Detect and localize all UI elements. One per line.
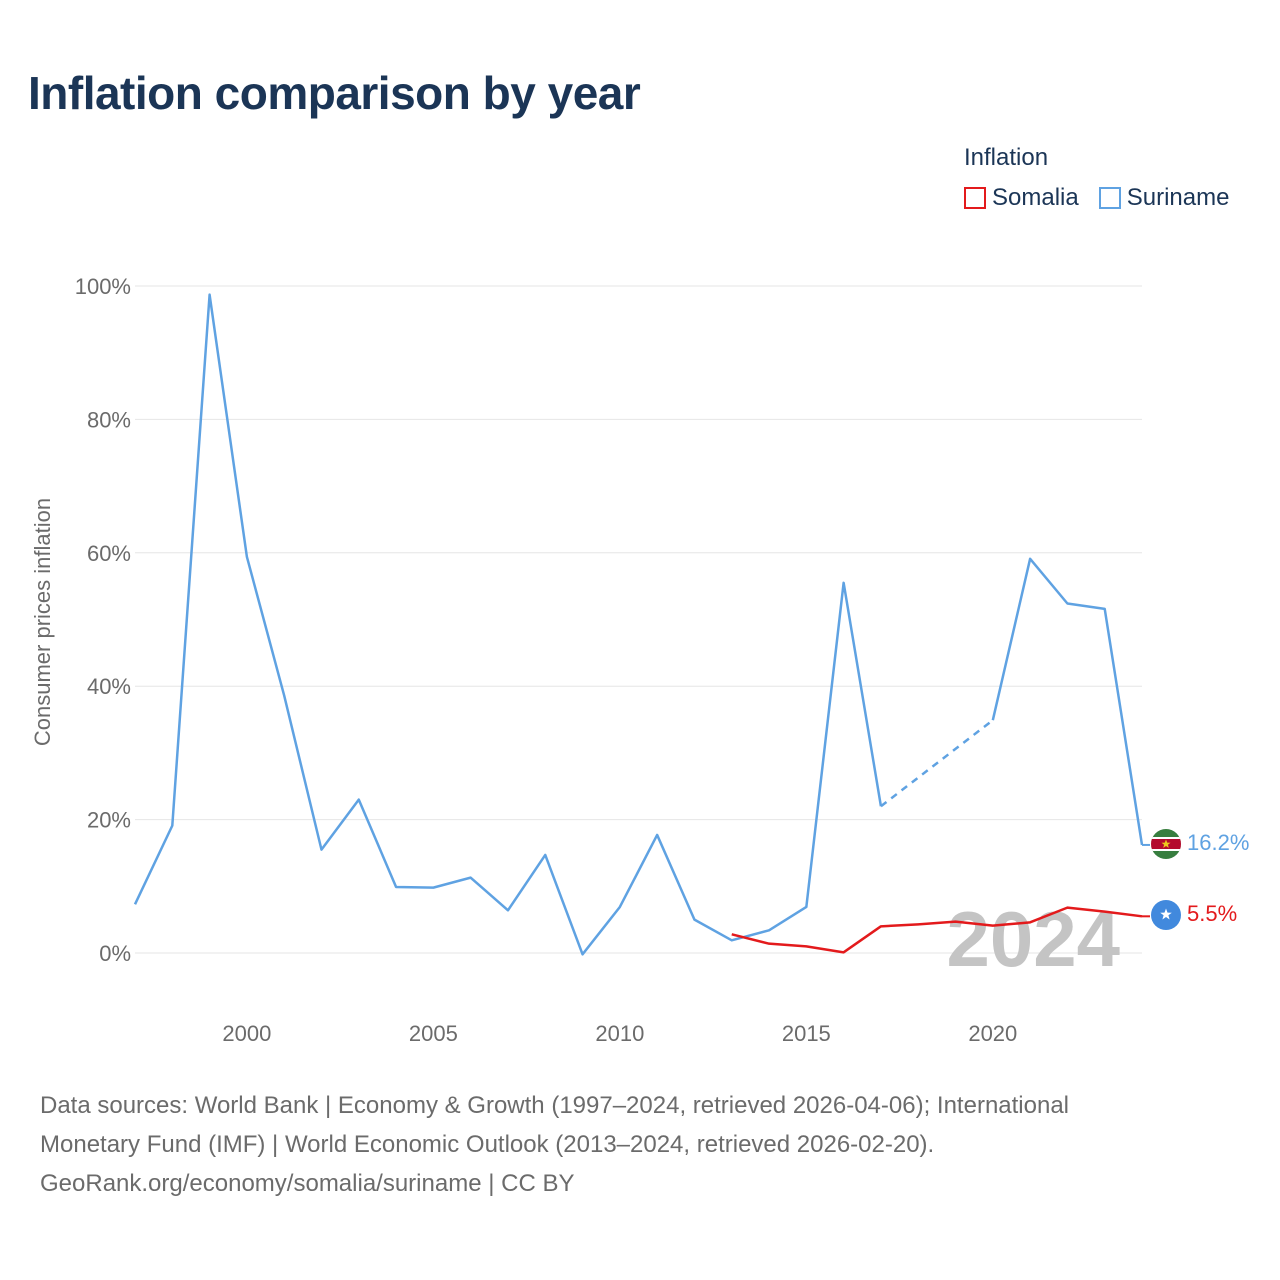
y-tick-label: 100% bbox=[75, 274, 131, 299]
source-note: Data sources: World Bank | Economy & Gro… bbox=[40, 1086, 1240, 1203]
x-axis-ticks: 2000 2005 2010 2015 2020 bbox=[222, 1021, 1017, 1046]
legend-label-suriname: Suriname bbox=[1126, 184, 1230, 211]
x-tick-label: 2005 bbox=[409, 1021, 458, 1046]
inflation-line-chart: 0%20%40%60%80%100% 2000 2005 2010 2015 2020 … bbox=[30, 274, 1249, 1046]
grid-lines bbox=[135, 285, 1142, 954]
y-axis-label: Consumer prices inflation bbox=[30, 498, 55, 746]
x-tick-label: 2015 bbox=[782, 1021, 831, 1046]
legend-item-somalia[interactable]: Somalia bbox=[964, 184, 1079, 212]
x-tick-label: 2020 bbox=[968, 1021, 1017, 1046]
y-tick-label: 80% bbox=[87, 407, 131, 432]
legend-item-suriname[interactable]: Suriname bbox=[1098, 184, 1230, 212]
suriname-end-label: 16.2% bbox=[1187, 830, 1249, 855]
suriname-line bbox=[991, 557, 1144, 846]
series-lines bbox=[133, 293, 1150, 956]
y-tick-label: 20% bbox=[87, 808, 131, 833]
legend-label-somalia: Somalia bbox=[992, 184, 1079, 211]
y-tick-label: 60% bbox=[87, 541, 131, 566]
legend: Inflation Somalia Suriname bbox=[964, 144, 1249, 212]
y-axis-ticks: 0% 20% 40% 60% 80% 100% bbox=[75, 274, 131, 966]
somalia-line bbox=[731, 906, 1143, 954]
suriname-flag-icon bbox=[1151, 829, 1181, 859]
y-tick-label: 0% bbox=[99, 941, 131, 966]
y-tick-label: 40% bbox=[87, 674, 131, 699]
legend-title: Inflation bbox=[964, 144, 1049, 171]
chart-title: Inflation comparison by year bbox=[28, 67, 641, 119]
source-line-1: Data sources: World Bank | Economy & Gro… bbox=[40, 1092, 1070, 1119]
suriname-line bbox=[133, 293, 883, 956]
somalia-flag-icon bbox=[1151, 900, 1181, 930]
legend-swatch-somalia bbox=[964, 187, 986, 209]
source-line-3: GeoRank.org/economy/somalia/suriname | C… bbox=[40, 1170, 575, 1197]
suriname-line-estimated bbox=[880, 719, 994, 808]
year-watermark: 2024 bbox=[946, 895, 1120, 983]
source-line-2: Monetary Fund (IMF) | World Economic Out… bbox=[40, 1131, 935, 1158]
somalia-end-label: 5.5% bbox=[1187, 901, 1237, 926]
x-tick-label: 2000 bbox=[222, 1021, 271, 1046]
x-tick-label: 2010 bbox=[595, 1021, 644, 1046]
legend-swatch-suriname bbox=[1098, 187, 1121, 209]
